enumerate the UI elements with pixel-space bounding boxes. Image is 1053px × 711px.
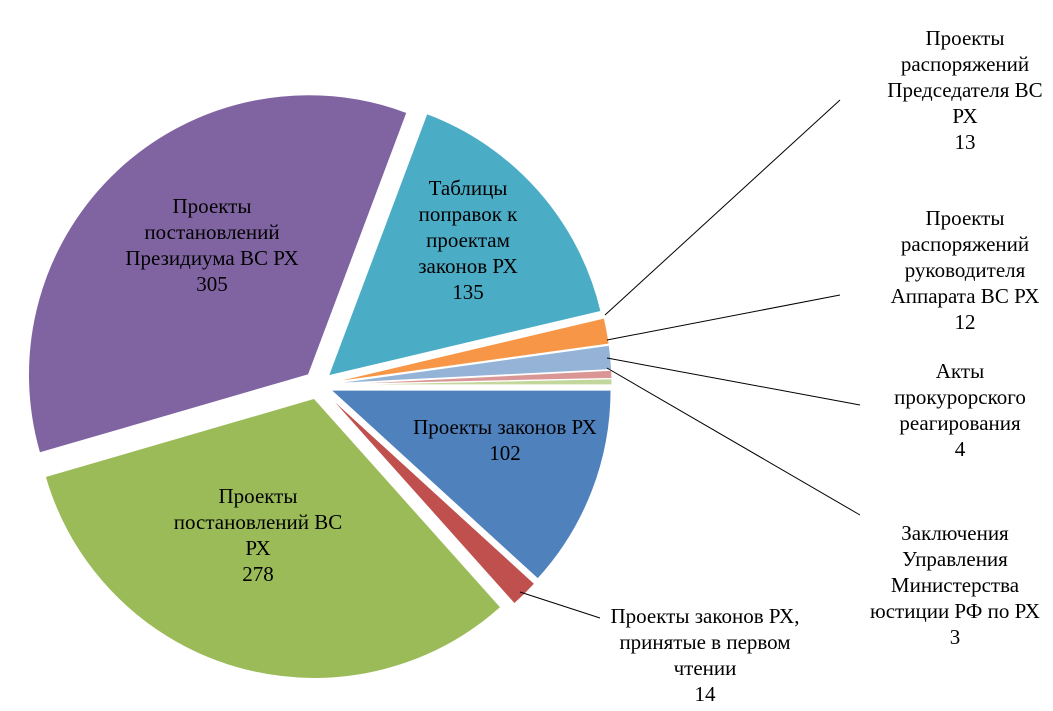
pie-slice bbox=[329, 389, 612, 580]
slice-category: Таблицы поправок к проектам законов РХ bbox=[418, 176, 518, 278]
slice-label: Проекты распоряжений Председателя ВС РХ 1… bbox=[875, 25, 1053, 155]
slice-label: Акты прокурорского реагирования 4 bbox=[875, 358, 1045, 462]
slice-value: 14 bbox=[694, 682, 716, 706]
slice-value: 305 bbox=[196, 272, 228, 296]
leader-line bbox=[606, 294, 841, 341]
slice-label: Проекты распоряжений руководителя Аппара… bbox=[875, 205, 1053, 335]
slice-value: 278 bbox=[242, 562, 274, 586]
leader-line bbox=[519, 591, 601, 619]
slice-value: 3 bbox=[949, 625, 961, 649]
pie-slice bbox=[331, 344, 613, 385]
slice-label: Таблицы поправок к проектам законов РХ 13… bbox=[393, 175, 543, 305]
slice-category: Проекты законов РХ, принятые в первом чт… bbox=[610, 604, 800, 680]
pie-slice bbox=[28, 94, 408, 454]
slice-label: Заключения Управления Министерства юстиц… bbox=[865, 520, 1045, 650]
slice-label: Проекты законов РХ 102 bbox=[390, 414, 620, 466]
slice-value: 12 bbox=[954, 310, 976, 334]
slice-value: 13 bbox=[954, 130, 976, 154]
slice-label: Проекты законов РХ, принятые в первом чт… bbox=[600, 603, 810, 707]
pie-slice bbox=[44, 397, 502, 679]
slice-category: Проекты постановлений ВС РХ bbox=[173, 484, 343, 560]
slice-category: Проекты распоряжений руководителя Аппара… bbox=[890, 206, 1040, 308]
slice-label: Проекты постановлений Президиума ВС РХ 30… bbox=[112, 193, 312, 297]
leader-line bbox=[604, 99, 841, 316]
slice-category: Проекты постановлений Президиума ВС РХ bbox=[125, 194, 299, 270]
leader-line bbox=[606, 357, 861, 406]
pie-slice bbox=[327, 112, 602, 377]
slice-category: Проекты законов РХ bbox=[413, 415, 597, 439]
slice-category: Заключения Управления Министерства юстиц… bbox=[870, 521, 1040, 623]
pie-slice bbox=[331, 378, 613, 386]
slice-category: Проекты распоряжений Председателя ВС РХ bbox=[887, 26, 1043, 128]
slice-value: 102 bbox=[489, 441, 521, 465]
slice-category: Акты прокурорского реагирования bbox=[894, 359, 1026, 435]
leader-line bbox=[606, 367, 861, 516]
slice-label: Проекты постановлений ВС РХ 278 bbox=[163, 483, 353, 587]
pie-slice bbox=[331, 317, 610, 383]
slice-value: 135 bbox=[452, 280, 484, 304]
slice-value: 4 bbox=[954, 437, 966, 461]
